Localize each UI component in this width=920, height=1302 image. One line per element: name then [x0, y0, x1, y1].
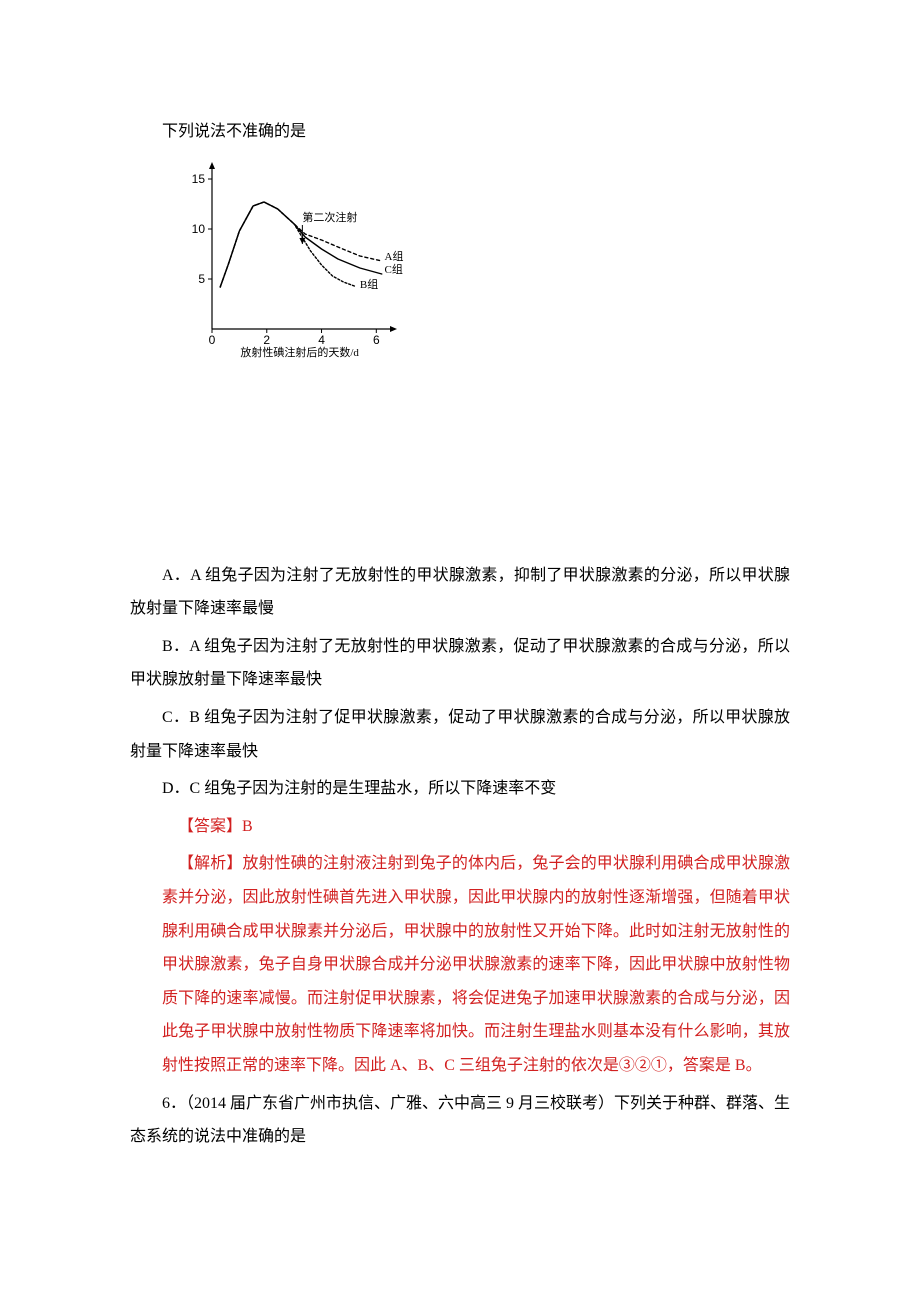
option-c: C．B 组兔子因为注射了促甲状腺激素，促动了甲状腺激素的合成与分泌，所以甲状腺放…: [130, 701, 790, 768]
svg-text:A组: A组: [385, 249, 404, 263]
explanation-block: 【解析】放射性碘的注射液注射到兔子的体内后，兔子会的甲状腺利用碘合成甲状腺激素并…: [130, 847, 790, 1082]
explanation-text: 放射性碘的注射液注射到兔子的体内后，兔子会的甲状腺利用碘合成甲状腺激素并分泌，因…: [162, 855, 790, 1074]
answer-label: 【答案】B: [130, 810, 790, 844]
page: 下列说法不准确的是 0 2 4 6 5 10 15 放射性碘注射后的天数/d A组C组 B组 第二次…: [0, 0, 920, 1218]
svg-text:B组: B组: [360, 277, 378, 291]
svg-text:5: 5: [198, 272, 205, 286]
intro-text: 下列说法不准确的是: [130, 115, 790, 149]
svg-text:第二次注射: 第二次注射: [302, 210, 357, 224]
svg-text:C组: C组: [385, 262, 403, 276]
option-a: A．A 组兔子因为注射了无放射性的甲状腺激素，抑制了甲状腺激素的分泌，所以甲状腺…: [130, 559, 790, 626]
svg-text:放射性碘注射后的天数/d: 放射性碘注射后的天数/d: [240, 345, 359, 359]
explanation-label: 【解析】: [162, 855, 242, 872]
svg-text:4: 4: [318, 333, 325, 347]
svg-text:6: 6: [373, 333, 380, 347]
svg-text:10: 10: [192, 222, 206, 236]
svg-text:2: 2: [263, 333, 270, 347]
next-question: 6．（2014 届广东省广州市执信、广雅、六中高三 9 月三校联考）下列关于种群…: [130, 1087, 790, 1154]
chart-container: 0 2 4 6 5 10 15 放射性碘注射后的天数/d A组C组 B组 第二次注射: [180, 159, 440, 359]
radioactivity-chart: 0 2 4 6 5 10 15 放射性碘注射后的天数/d A组C组 B组 第二次注射: [180, 159, 440, 359]
option-b: B．A 组兔子因为注射了无放射性的甲状腺激素，促动了甲状腺激素的合成与分泌，所以…: [130, 630, 790, 697]
svg-text:15: 15: [192, 172, 206, 186]
svg-text:0: 0: [209, 333, 216, 347]
option-d: D．C 组兔子因为注射的是生理盐水，所以下降速率不变: [130, 772, 790, 806]
